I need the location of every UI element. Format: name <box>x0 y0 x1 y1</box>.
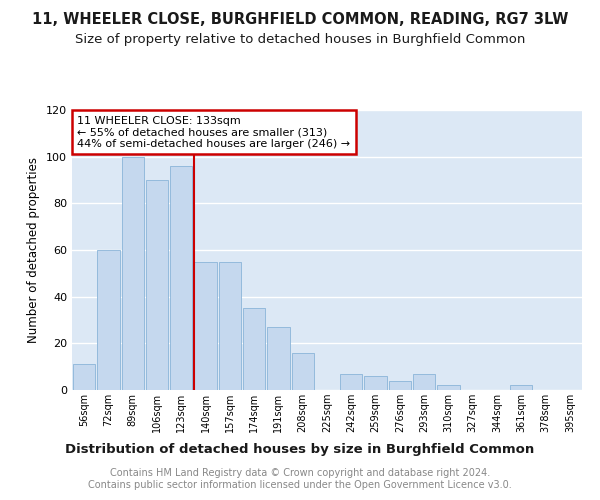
Bar <box>267 327 290 390</box>
Bar <box>122 156 144 390</box>
Y-axis label: Number of detached properties: Number of detached properties <box>28 157 40 343</box>
Text: 11, WHEELER CLOSE, BURGHFIELD COMMON, READING, RG7 3LW: 11, WHEELER CLOSE, BURGHFIELD COMMON, RE… <box>32 12 568 28</box>
Bar <box>170 166 193 390</box>
Bar <box>194 262 217 390</box>
Text: Distribution of detached houses by size in Burghfield Common: Distribution of detached houses by size … <box>65 442 535 456</box>
Bar <box>243 308 265 390</box>
Bar <box>292 352 314 390</box>
Bar <box>218 262 241 390</box>
Bar <box>73 364 95 390</box>
Bar <box>146 180 168 390</box>
Bar <box>97 250 119 390</box>
Bar <box>364 376 387 390</box>
Text: Contains HM Land Registry data © Crown copyright and database right 2024.
Contai: Contains HM Land Registry data © Crown c… <box>88 468 512 490</box>
Bar <box>389 380 411 390</box>
Bar <box>510 386 532 390</box>
Bar <box>437 386 460 390</box>
Text: 11 WHEELER CLOSE: 133sqm
← 55% of detached houses are smaller (313)
44% of semi-: 11 WHEELER CLOSE: 133sqm ← 55% of detach… <box>77 116 350 149</box>
Bar <box>340 374 362 390</box>
Bar <box>413 374 436 390</box>
Text: Size of property relative to detached houses in Burghfield Common: Size of property relative to detached ho… <box>75 32 525 46</box>
